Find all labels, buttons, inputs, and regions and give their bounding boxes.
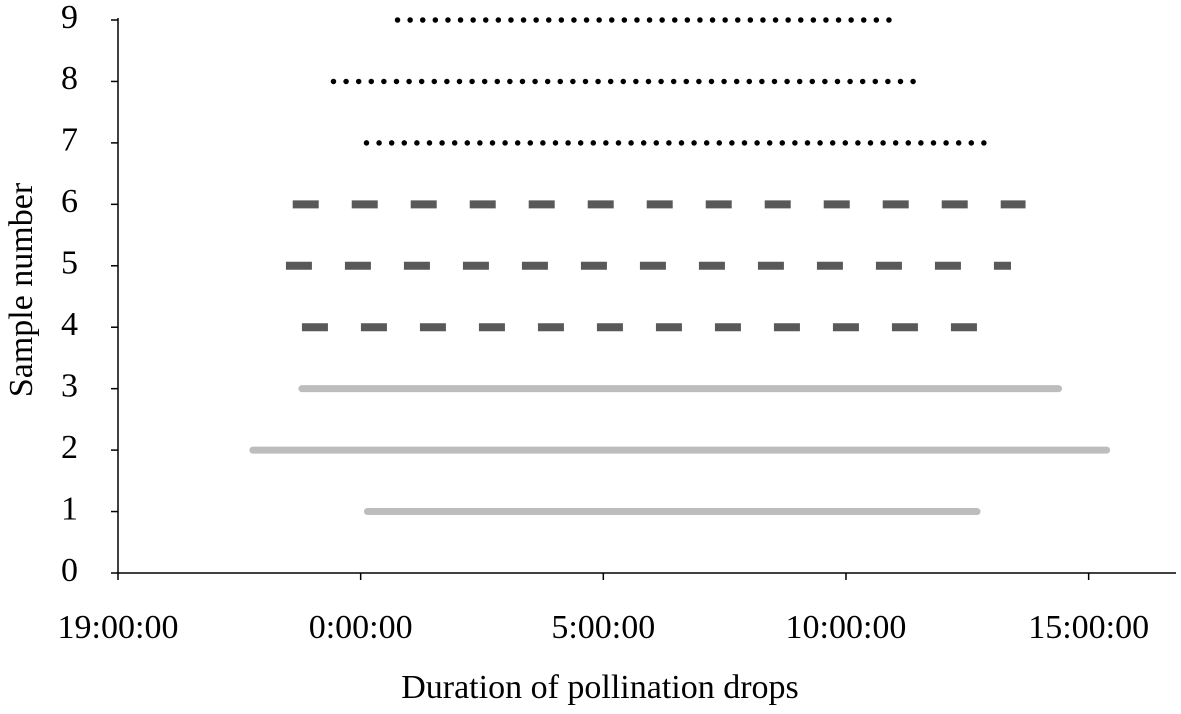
y-tick-label: 5 bbox=[61, 245, 78, 282]
x-tick-label: 10:00:00 bbox=[786, 609, 907, 646]
y-tick-label: 4 bbox=[61, 306, 78, 343]
x-axis-title: Duration of pollination drops bbox=[401, 669, 799, 706]
y-axis-title: Sample number bbox=[3, 182, 40, 397]
x-tick-label: 5:00:00 bbox=[551, 609, 655, 646]
y-tick-label: 0 bbox=[61, 552, 78, 589]
y-tick-label: 6 bbox=[61, 183, 78, 220]
x-tick-label: 19:00:00 bbox=[58, 609, 179, 646]
y-tick-label: 7 bbox=[61, 122, 78, 159]
y-tick-label: 9 bbox=[61, 0, 78, 36]
y-tick-label: 2 bbox=[61, 429, 78, 466]
y-tick-label: 1 bbox=[61, 490, 78, 527]
y-tick-label: 3 bbox=[61, 367, 78, 404]
x-tick-label: 15:00:00 bbox=[1028, 609, 1149, 646]
y-tick-label: 8 bbox=[61, 60, 78, 97]
x-tick-label: 0:00:00 bbox=[309, 609, 413, 646]
